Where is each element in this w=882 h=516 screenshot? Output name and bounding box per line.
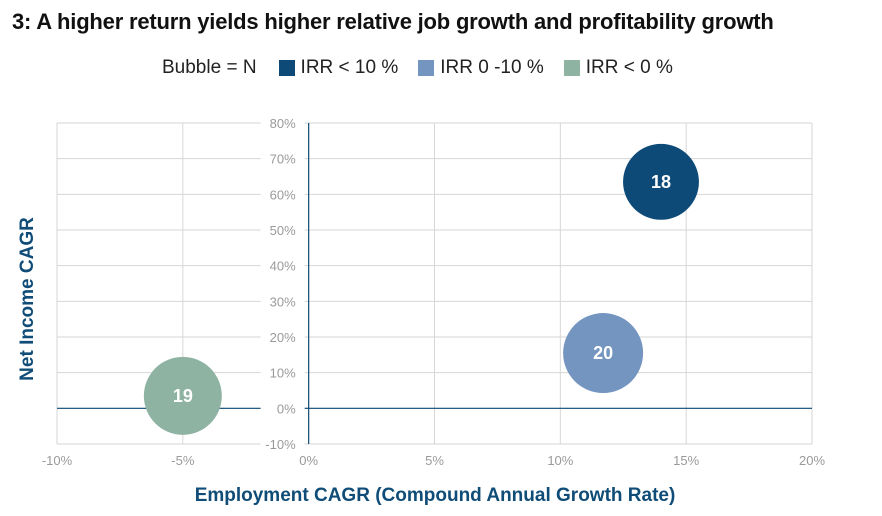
y-tick-label: 0%	[277, 401, 296, 416]
x-tick-label: 20%	[799, 453, 825, 468]
y-tick-label: -10%	[265, 437, 296, 452]
y-tick-label: 80%	[270, 116, 296, 131]
x-tick-label: 15%	[673, 453, 699, 468]
bubble-count-label: 18	[651, 172, 671, 192]
data-bubble	[563, 313, 644, 394]
y-tick-label: 20%	[270, 330, 296, 345]
y-tick-label-backing	[260, 364, 305, 381]
legend-item-label: IRR < 0 %	[585, 57, 673, 78]
y-tick-label-backing	[260, 222, 305, 238]
y-tick-label-backing	[260, 186, 305, 203]
legend-item-irr-negative: IRR < 0 %	[563, 57, 673, 79]
x-axis-title: Employment CAGR (Compound Annual Growth …	[195, 485, 676, 506]
bubble-count-label: 19	[173, 386, 193, 406]
legend-swatch	[563, 60, 580, 76]
y-tick-label-backing	[260, 436, 305, 452]
legend-swatch	[418, 60, 435, 76]
chart-legend: Bubble = N IRR < 10 % IRR 0 -10 % IRR < …	[162, 56, 693, 80]
y-tick-label: 70%	[270, 152, 296, 167]
legend-bubble-note: Bubble = N	[162, 57, 257, 78]
y-tick-label-backing	[260, 400, 305, 417]
legend-swatch	[278, 60, 295, 76]
x-tick-label: -5%	[171, 453, 195, 468]
legend-item-irr-high: IRR < 10 %	[278, 57, 399, 79]
data-bubble	[143, 356, 222, 435]
y-tick-label: 50%	[270, 223, 296, 238]
data-bubble	[623, 143, 699, 220]
y-tick-label: 40%	[270, 259, 296, 274]
legend-item-irr-mid: IRR 0 -10 %	[418, 57, 544, 79]
x-tick-label: 0%	[299, 453, 318, 468]
y-tick-label: 60%	[270, 187, 296, 202]
bubble-count-label: 20	[593, 343, 613, 363]
x-tick-label: 10%	[547, 453, 573, 468]
x-tick-label: -10%	[42, 453, 73, 468]
y-axis-title: Net Income CAGR	[17, 217, 38, 381]
chart-title: 3: A higher return yields higher relativ…	[12, 9, 774, 34]
legend-item-label: IRR < 10 %	[300, 57, 399, 78]
y-tick-label-backing	[260, 257, 305, 274]
legend-item-label: IRR 0 -10 %	[440, 57, 544, 78]
y-tick-label-backing	[260, 115, 305, 131]
x-tick-label: 5%	[425, 453, 444, 468]
y-tick-label: 30%	[270, 294, 296, 309]
y-tick-label-backing	[260, 329, 305, 345]
y-tick-label: 10%	[270, 366, 296, 381]
y-tick-label-backing	[260, 150, 305, 167]
y-tick-label-backing	[260, 293, 305, 310]
